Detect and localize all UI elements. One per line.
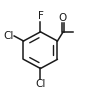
Text: Cl: Cl [3, 31, 14, 41]
Text: O: O [59, 13, 67, 23]
Text: F: F [38, 11, 43, 21]
Text: Cl: Cl [35, 79, 46, 89]
